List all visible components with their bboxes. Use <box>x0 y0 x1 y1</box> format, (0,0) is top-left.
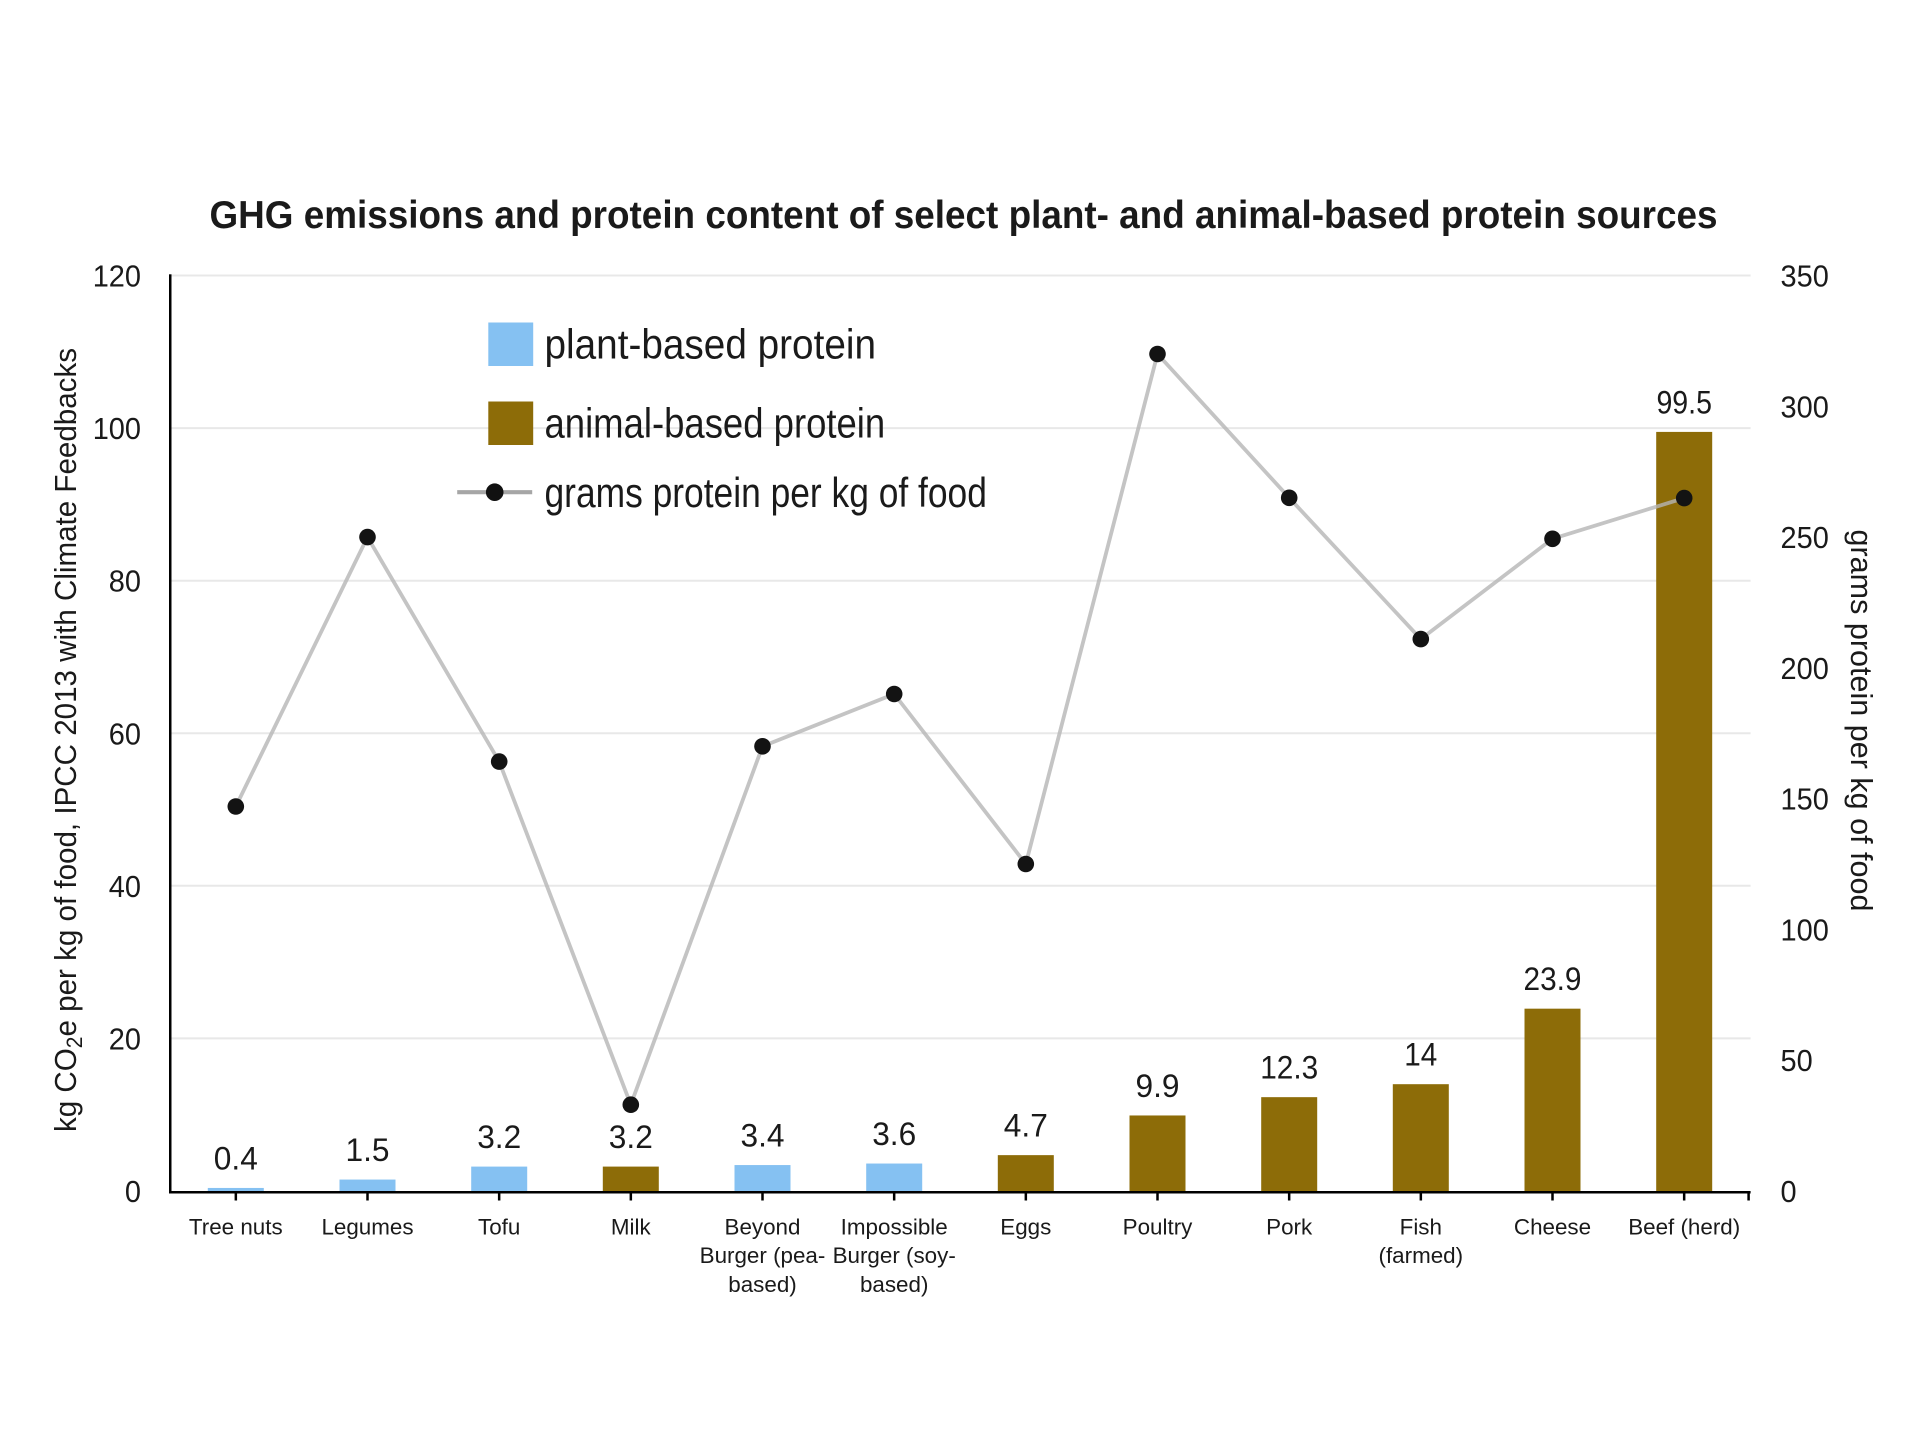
svg-text:Eggs: Eggs <box>1000 1215 1051 1240</box>
svg-text:based): based) <box>860 1272 928 1297</box>
svg-text:Beef (herd): Beef (herd) <box>1628 1215 1740 1240</box>
svg-text:Legumes: Legumes <box>321 1215 413 1240</box>
svg-text:23.9: 23.9 <box>1524 961 1582 997</box>
svg-text:3.6: 3.6 <box>872 1116 916 1152</box>
svg-text:GHG emissions and protein cont: GHG emissions and protein content of sel… <box>210 194 1718 237</box>
svg-text:12.3: 12.3 <box>1260 1050 1318 1086</box>
svg-text:Milk: Milk <box>611 1215 652 1240</box>
svg-text:120: 120 <box>93 259 141 294</box>
svg-text:grams protein per kg of food: grams protein per kg of food <box>1844 530 1879 912</box>
svg-text:grams protein per kg of food: grams protein per kg of food <box>545 469 987 516</box>
svg-text:4.7: 4.7 <box>1004 1108 1048 1144</box>
svg-text:Poultry: Poultry <box>1123 1215 1193 1240</box>
svg-text:3.4: 3.4 <box>741 1118 785 1154</box>
svg-text:Beyond: Beyond <box>725 1215 801 1240</box>
svg-text:(farmed): (farmed) <box>1378 1243 1463 1268</box>
svg-text:250: 250 <box>1781 520 1829 555</box>
svg-text:40: 40 <box>109 869 141 904</box>
svg-text:60: 60 <box>109 716 141 751</box>
svg-text:100: 100 <box>1781 912 1829 947</box>
svg-text:plant-based protein: plant-based protein <box>545 321 877 368</box>
svg-text:Cheese: Cheese <box>1514 1215 1591 1240</box>
svg-text:Fish: Fish <box>1400 1215 1442 1240</box>
svg-text:based): based) <box>728 1272 796 1297</box>
svg-text:Burger (pea-: Burger (pea- <box>700 1243 826 1268</box>
svg-text:200: 200 <box>1781 651 1829 686</box>
svg-text:14: 14 <box>1404 1037 1437 1073</box>
svg-text:1.5: 1.5 <box>346 1132 390 1168</box>
svg-text:99.5: 99.5 <box>1656 384 1712 420</box>
svg-text:0: 0 <box>1781 1174 1797 1209</box>
svg-text:kg CO2e per kg of food, IPCC 2: kg CO2e per kg of food, IPCC 2013 with C… <box>48 348 87 1132</box>
svg-text:350: 350 <box>1781 259 1829 294</box>
svg-text:80: 80 <box>109 564 141 599</box>
svg-text:50: 50 <box>1781 1043 1813 1078</box>
svg-text:100: 100 <box>93 411 141 446</box>
svg-text:Tree nuts: Tree nuts <box>189 1215 283 1240</box>
svg-text:20: 20 <box>109 1021 141 1056</box>
svg-text:Burger (soy-: Burger (soy- <box>833 1243 956 1268</box>
svg-text:Pork: Pork <box>1266 1215 1313 1240</box>
svg-text:300: 300 <box>1781 389 1829 424</box>
svg-text:0.4: 0.4 <box>214 1140 258 1176</box>
svg-text:animal-based protein: animal-based protein <box>545 400 886 447</box>
svg-text:0: 0 <box>125 1174 141 1209</box>
svg-text:150: 150 <box>1781 782 1829 817</box>
svg-text:9.9: 9.9 <box>1136 1068 1180 1104</box>
svg-text:3.2: 3.2 <box>609 1119 653 1155</box>
svg-text:Tofu: Tofu <box>478 1215 520 1240</box>
svg-text:Impossible: Impossible <box>841 1215 948 1240</box>
svg-text:3.2: 3.2 <box>477 1119 521 1155</box>
